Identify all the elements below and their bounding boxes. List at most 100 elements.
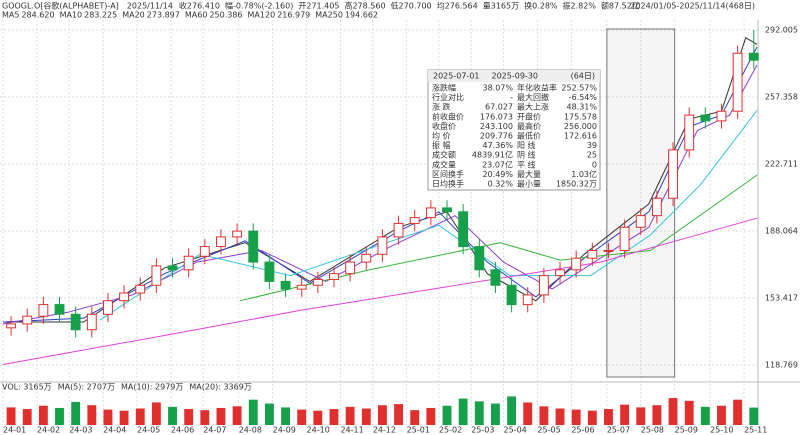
volume-bar bbox=[264, 403, 274, 425]
candle-body bbox=[248, 230, 259, 263]
x-tick-label: 24-08 bbox=[239, 426, 262, 435]
candle-body bbox=[167, 265, 178, 271]
stats-label: 最高价 bbox=[517, 121, 541, 131]
volume-bar bbox=[184, 409, 194, 425]
candle-body bbox=[571, 257, 582, 271]
candle-body bbox=[587, 249, 598, 259]
candle-body bbox=[425, 207, 436, 219]
candle-body bbox=[700, 114, 711, 122]
stats-value: 67.027 bbox=[485, 103, 513, 112]
volume-bar bbox=[55, 407, 64, 425]
candle-body bbox=[555, 269, 565, 277]
volume-bar bbox=[426, 407, 436, 425]
volume-bar bbox=[668, 398, 678, 425]
volume-bar bbox=[587, 410, 597, 425]
stats-label: 成交额 bbox=[432, 150, 456, 160]
x-tick-label: 25-08 bbox=[641, 426, 664, 435]
volume-bar bbox=[684, 400, 694, 425]
y-tick-label: 292.005 bbox=[765, 26, 798, 35]
candle-body bbox=[151, 265, 162, 286]
candle-body bbox=[38, 304, 49, 317]
candle-body bbox=[312, 278, 323, 286]
volume-bar bbox=[329, 409, 339, 425]
volume-bar bbox=[119, 410, 129, 425]
volume-bar bbox=[248, 399, 258, 425]
x-tick-label: 24-06 bbox=[171, 426, 194, 435]
ma-legend-value: 216.979 bbox=[277, 11, 310, 20]
header-text: 幅-0.78%(-2.160) bbox=[225, 1, 293, 11]
volume-bar bbox=[555, 408, 565, 425]
volume-legend: MA(10): 2979万 bbox=[121, 383, 183, 392]
volume-bar bbox=[491, 403, 500, 425]
volume-bar bbox=[6, 407, 16, 425]
candle-body bbox=[684, 114, 695, 151]
stats-value: 175.578 bbox=[564, 112, 597, 121]
volume-bar bbox=[700, 406, 710, 425]
y-tick-label: 222.711 bbox=[765, 160, 798, 169]
stats-label: 涨跌幅 bbox=[432, 83, 456, 93]
candle-body bbox=[216, 236, 226, 248]
stats-value: 209.776 bbox=[480, 132, 513, 141]
volume-bar bbox=[345, 406, 355, 425]
stats-label: 涨 跌 bbox=[432, 102, 451, 112]
x-tick-label: 24-04 bbox=[103, 426, 126, 435]
candle-body bbox=[442, 207, 452, 213]
volume-bar bbox=[135, 408, 145, 425]
y-tick-label: 118.769 bbox=[765, 360, 798, 369]
candle-body bbox=[54, 304, 65, 315]
volume-bar bbox=[652, 405, 662, 425]
candle-body bbox=[296, 284, 307, 290]
candle-body bbox=[603, 249, 614, 252]
x-tick-label: 24-10 bbox=[307, 426, 330, 435]
stats-label: 收盘价 bbox=[432, 121, 456, 131]
volume-bar bbox=[87, 405, 97, 425]
volume-bar bbox=[71, 401, 81, 425]
stats-label: 前收盘价 bbox=[432, 111, 464, 121]
volume-bar bbox=[523, 402, 533, 425]
candle-body bbox=[668, 149, 678, 199]
x-tick-label: 24-01 bbox=[3, 426, 26, 435]
volume-bar bbox=[749, 407, 759, 425]
stats-value: 252.57% bbox=[561, 84, 597, 93]
candle-body bbox=[232, 230, 243, 238]
ma-legend-value: 283.225 bbox=[84, 11, 117, 20]
stats-start: 2025-07-01 bbox=[433, 72, 480, 81]
header-text: 额87.52亿 bbox=[601, 1, 640, 11]
stats-value: 1.03亿 bbox=[571, 169, 597, 179]
x-tick-label: 25-03 bbox=[471, 426, 494, 435]
volume-bar bbox=[297, 409, 307, 425]
volume-legend: MA(5): 2707万 bbox=[58, 383, 115, 392]
ma-legend-value: 250.386 bbox=[209, 11, 242, 20]
candle-body bbox=[135, 284, 146, 294]
volume-bar bbox=[604, 409, 613, 425]
selection-range bbox=[606, 28, 676, 378]
stats-value: 39 bbox=[587, 141, 597, 150]
volume-bar bbox=[717, 405, 726, 425]
x-tick-label: 24-07 bbox=[203, 426, 226, 435]
candle-body bbox=[748, 52, 759, 61]
stats-value: 256.000 bbox=[564, 122, 597, 131]
header-range: 2024/01/05-2025/11/14(468日) bbox=[630, 2, 755, 11]
volume-legend: VOL: 3165万 bbox=[2, 383, 52, 392]
candle-body bbox=[393, 222, 404, 238]
x-tick-label: 25-09 bbox=[675, 426, 698, 435]
ma-legend-label: MA250 bbox=[315, 11, 343, 20]
candle-body bbox=[183, 255, 194, 271]
stats-value: 0 bbox=[592, 160, 597, 169]
header-text: 换0.28% bbox=[524, 1, 558, 11]
header-text: GOOGL.O[谷歌(ALPHABET)-A] bbox=[2, 1, 119, 11]
volume-bar bbox=[377, 405, 387, 425]
x-tick-label: 24-02 bbox=[37, 426, 60, 435]
stats-value: 20.49% bbox=[482, 170, 513, 179]
y-tick-label: 257.358 bbox=[765, 93, 798, 102]
stats-label: 阴 线 bbox=[517, 150, 536, 160]
x-tick-label: 24-05 bbox=[137, 426, 160, 435]
x-tick-label: 25-07 bbox=[607, 426, 630, 435]
stats-label: 阳 线 bbox=[517, 140, 536, 150]
x-tick-label: 25-06 bbox=[571, 426, 594, 435]
volume-bar bbox=[539, 406, 549, 425]
stats-label: 行业对比 bbox=[432, 92, 464, 102]
header-text: 振2.82% bbox=[563, 1, 597, 11]
ma-legend-label: MA10 bbox=[60, 11, 83, 20]
